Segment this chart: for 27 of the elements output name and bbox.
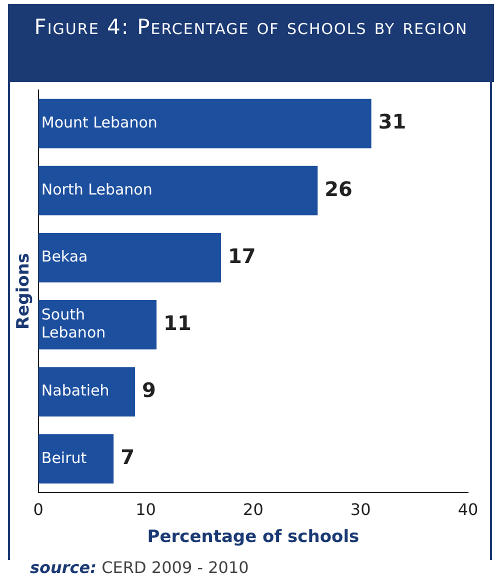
y-tick-label: South Lebanon (41, 306, 106, 342)
x-tick-label: 10 (136, 500, 156, 520)
x-tick-label: 0 (33, 500, 44, 520)
y-tick-label: Bekaa (41, 248, 88, 266)
data-label: 17 (228, 244, 256, 268)
y-axis-title: Regions (14, 252, 34, 330)
data-label: 26 (324, 176, 352, 201)
y-tick-label: Beirut (41, 448, 87, 467)
bar (38, 232, 221, 282)
data-label: 9 (142, 378, 156, 402)
bar (38, 166, 318, 216)
y-tick-label: Nabatieh (41, 382, 110, 400)
x-tick-label: 20 (243, 500, 264, 520)
y-tick-label: North Lebanon (41, 180, 152, 198)
x-axis-title: Percentage of schools (147, 527, 360, 548)
source-note: source: CERD 2009 - 2010 (30, 558, 249, 577)
bar (38, 98, 372, 148)
chart-title: Figure 4: Percentage of schools by region (8, 4, 494, 82)
bar (38, 434, 114, 484)
x-tick-label: 40 (458, 500, 478, 520)
bar (38, 367, 136, 416)
bar (38, 300, 157, 350)
data-label: 31 (378, 110, 406, 134)
y-tick-label: Mount Lebanon (41, 113, 158, 132)
data-label: 7 (120, 445, 134, 470)
data-label: 11 (164, 310, 192, 335)
x-tick-label: 30 (350, 500, 371, 520)
